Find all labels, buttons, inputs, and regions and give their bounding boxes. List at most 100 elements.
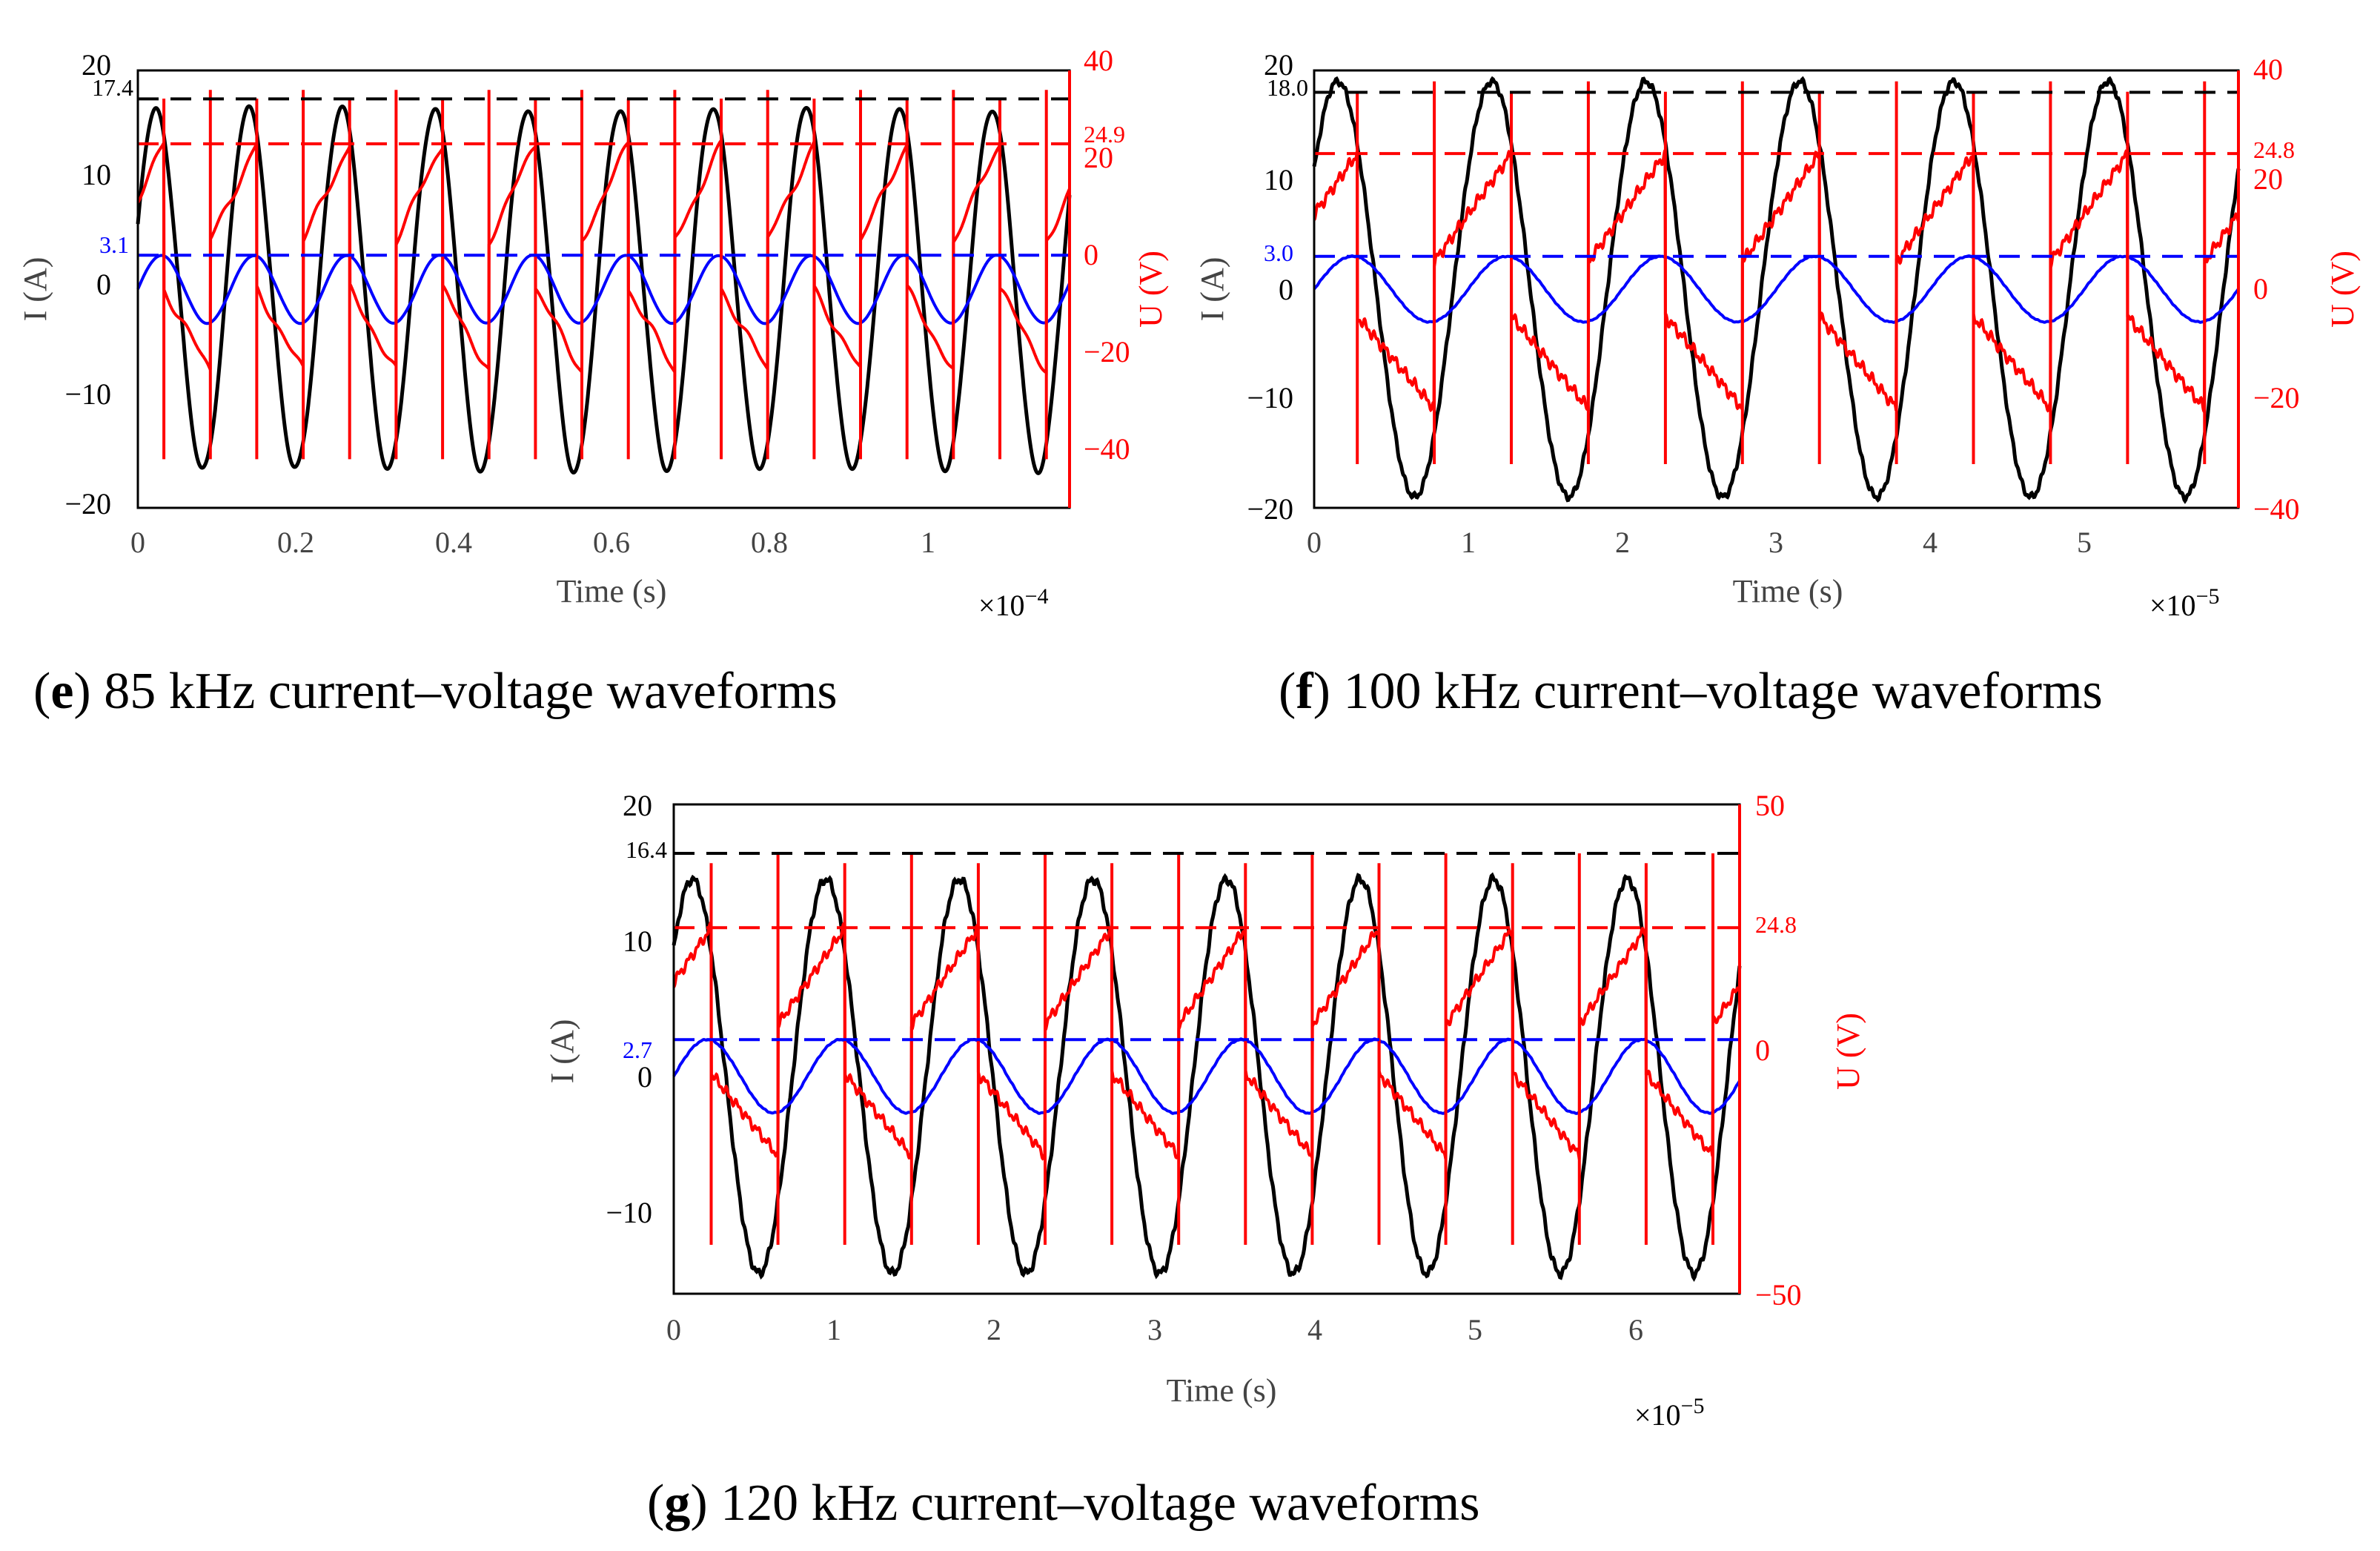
x-tick-f-5: 5 <box>2077 526 2092 559</box>
caption-text-g: 120 kHz current–voltage waveforms <box>708 1475 1480 1532</box>
y-left-label-g: I (A) <box>544 1019 580 1084</box>
series-voltage-g <box>672 921 1741 1161</box>
y-right-tick-g-2: −50 <box>1755 1278 1802 1312</box>
panel-f: 20 10 0 −10 −20 40 20 0 −20 −40 0 1 2 3 … <box>1194 48 2361 720</box>
caption-letter-f: ( <box>1279 663 1296 720</box>
caption-paren-g: ) <box>690 1475 707 1532</box>
x-tick-f-1: 1 <box>1461 526 1476 559</box>
y-right-tick-f-1: 20 <box>2253 162 2283 196</box>
caption-letter-g: ( <box>647 1475 664 1532</box>
traces-e <box>136 90 1072 476</box>
marker-label-f-black: 18.0 <box>1267 74 1308 101</box>
x-tick-e-0: 0 <box>130 526 145 559</box>
series-primary-current-f <box>1312 76 2241 504</box>
y-left-label-e: I (A) <box>17 257 53 322</box>
x-tick-g-4: 4 <box>1307 1313 1322 1346</box>
y-left-tick-f-1: 10 <box>1264 163 1293 196</box>
caption-paren-f: ) <box>1313 663 1330 720</box>
caption-text-f: 100 kHz current–voltage waveforms <box>1330 663 2103 720</box>
caption-f: (f) 100 kHz current–voltage waveforms <box>1279 663 2103 720</box>
series-secondary-current-g <box>672 1037 1741 1115</box>
y-left-tick-g-3: −10 <box>606 1196 652 1229</box>
y-left-tick-e-0: 20 <box>82 48 111 82</box>
y-right-label-f: U (V) <box>2324 251 2361 328</box>
caption-letter-e: ( <box>33 663 50 720</box>
caption-g: (g) 120 kHz current–voltage waveforms <box>647 1475 1480 1532</box>
y-right-tick-e-2: 0 <box>1084 238 1098 271</box>
marker-label-g-red: 24.8 <box>1755 911 1797 938</box>
x-tick-g-6: 6 <box>1628 1313 1643 1346</box>
x-scale-f: ×10−5 <box>2149 584 2219 622</box>
marker-label-g-black: 16.4 <box>626 836 667 863</box>
x-axis-label-g: Time (s) <box>1167 1372 1277 1409</box>
x-tick-e-5: 1 <box>921 526 935 559</box>
y-left-tick-e-4: −20 <box>64 487 111 520</box>
caption-letter-bold-e: e <box>50 663 73 720</box>
series-voltage-e <box>136 136 1071 377</box>
y-left-tick-e-3: −10 <box>64 377 111 411</box>
x-scale-g: ×10−5 <box>1634 1394 1704 1432</box>
x-tick-e-2: 0.4 <box>435 526 472 559</box>
marker-label-f-blue: 3.0 <box>1264 239 1293 266</box>
x-tick-g-2: 2 <box>987 1313 1001 1346</box>
y-right-tick-g-0: 50 <box>1755 789 1785 822</box>
x-axis-label-e: Time (s) <box>557 573 667 609</box>
y-right-tick-f-4: −40 <box>2253 492 2300 526</box>
caption-letter-bold-g: g <box>664 1475 690 1532</box>
x-tick-f-0: 0 <box>1307 526 1322 559</box>
y-left-tick-e-1: 10 <box>82 158 111 191</box>
x-scale-base-f: ×10 <box>2149 589 2196 622</box>
y-right-label-e: U (V) <box>1133 251 1169 328</box>
y-right-tick-e-4: −40 <box>1084 432 1130 466</box>
x-scale-base-e: ×10 <box>978 589 1025 622</box>
y-right-label-g: U (V) <box>1830 1013 1866 1090</box>
marker-label-f-red: 24.8 <box>2253 136 2295 163</box>
y-right-tick-e-0: 40 <box>1084 44 1113 77</box>
x-tick-e-3: 0.6 <box>593 526 630 559</box>
x-tick-e-1: 0.2 <box>277 526 314 559</box>
y-left-tick-g-2: 0 <box>637 1060 652 1094</box>
x-tick-g-3: 3 <box>1147 1313 1162 1346</box>
traces-g <box>672 852 1742 1283</box>
x-tick-f-2: 2 <box>1615 526 1630 559</box>
series-secondary-current-f <box>1313 254 2240 324</box>
series-voltage-f <box>1313 149 2240 414</box>
y-left-label-f: I (A) <box>1194 257 1230 322</box>
marker-label-e-blue: 3.1 <box>99 231 129 258</box>
x-scale-exp-f: −5 <box>2196 584 2220 609</box>
x-scale-base-g: ×10 <box>1634 1398 1681 1432</box>
x-scale-exp-e: −4 <box>1025 584 1049 609</box>
x-tick-g-5: 5 <box>1468 1313 1482 1346</box>
series-primary-current-e <box>136 104 1072 476</box>
y-left-tick-e-2: 0 <box>96 268 111 301</box>
x-tick-g-0: 0 <box>666 1313 681 1346</box>
x-tick-e-4: 0.8 <box>751 526 788 559</box>
panel-e: 20 10 0 −10 −20 40 20 0 −20 −40 0 0.2 0.… <box>17 44 1169 720</box>
y-right-tick-e-3: −20 <box>1084 335 1130 368</box>
caption-paren-e: ) <box>73 663 90 720</box>
caption-text-e: 85 kHz current–voltage waveforms <box>91 663 838 720</box>
marker-label-g-blue: 2.7 <box>623 1036 652 1063</box>
caption-letter-bold-f: f <box>1296 663 1313 720</box>
marker-label-e-red: 24.9 <box>1084 121 1125 148</box>
series-primary-current-g <box>672 872 1742 1283</box>
x-tick-f-3: 3 <box>1769 526 1783 559</box>
y-right-tick-e-1: 20 <box>1084 141 1113 174</box>
caption-e: (e) 85 kHz current–voltage waveforms <box>33 663 838 720</box>
y-right-tick-f-3: −20 <box>2253 381 2300 414</box>
series-secondary-current-e <box>136 254 1071 325</box>
y-right-tick-f-2: 0 <box>2253 272 2268 305</box>
x-axis-label-f: Time (s) <box>1733 573 1843 609</box>
y-right-tick-f-0: 40 <box>2253 53 2283 86</box>
x-scale-e: ×10−4 <box>978 584 1048 622</box>
y-left-tick-f-4: −20 <box>1247 492 1293 526</box>
y-right-tick-g-1: 0 <box>1755 1034 1770 1067</box>
y-left-tick-f-3: −10 <box>1247 381 1293 414</box>
y-left-tick-f-0: 20 <box>1264 48 1293 82</box>
x-tick-f-4: 4 <box>1923 526 1938 559</box>
y-left-tick-g-0: 20 <box>623 789 652 822</box>
panel-g: 20 10 0 −10 50 0 −50 0 1 2 3 4 5 6 Time … <box>544 789 1866 1532</box>
marker-label-e-black: 17.4 <box>92 74 133 101</box>
x-tick-g-1: 1 <box>826 1313 841 1346</box>
